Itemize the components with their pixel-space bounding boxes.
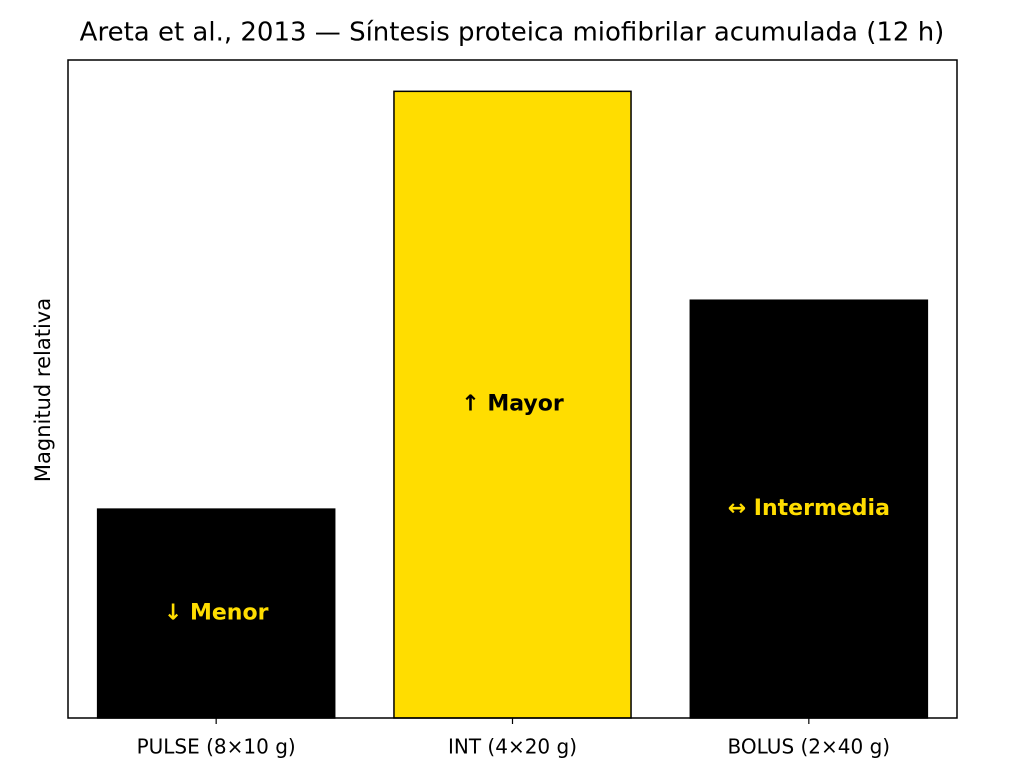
bar-label: ↑ Mayor [461,392,564,417]
bar-label: ↓ Menor [164,601,269,626]
x-tick-label: BOLUS (2×40 g) [728,735,891,759]
x-tick-label: PULSE (8×10 g) [137,735,296,759]
bar-label: ↔ Intermedia [728,496,890,521]
x-tick-label: INT (4×20 g) [448,735,577,759]
bar [96,508,336,719]
plot-frame [67,59,958,719]
chart-title: Areta et al., 2013 — Síntesis proteica m… [80,18,945,48]
bar [689,299,929,719]
y-axis-label: Magnitud relativa [31,298,55,482]
bar [393,90,632,719]
